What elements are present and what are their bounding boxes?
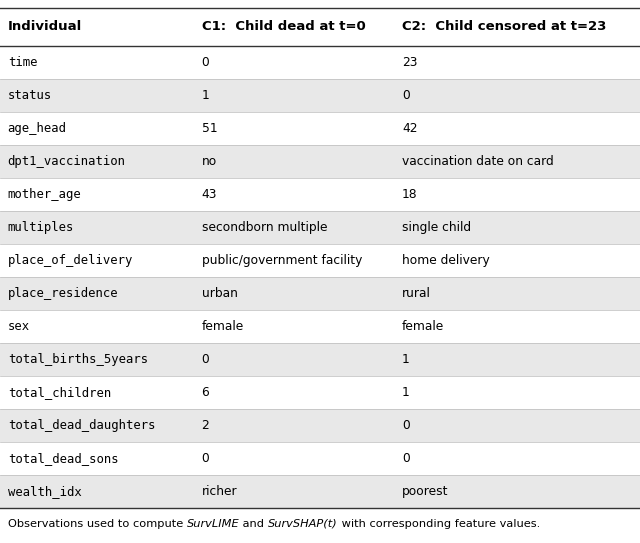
Text: dpt1_vaccination: dpt1_vaccination xyxy=(8,155,125,168)
Text: 6: 6 xyxy=(202,386,209,399)
Bar xyxy=(0,409,640,442)
Text: status: status xyxy=(8,89,52,102)
Text: urban: urban xyxy=(202,287,237,300)
Text: 1: 1 xyxy=(202,89,209,102)
Bar xyxy=(0,277,640,310)
Text: 42: 42 xyxy=(402,122,417,135)
Text: place_of_delivery: place_of_delivery xyxy=(8,254,133,267)
Text: 1: 1 xyxy=(402,353,410,366)
Text: 0: 0 xyxy=(202,452,209,465)
Text: wealth_idx: wealth_idx xyxy=(8,485,81,498)
Text: vaccination date on card: vaccination date on card xyxy=(402,155,554,168)
Text: 2: 2 xyxy=(202,419,209,432)
Text: richer: richer xyxy=(202,485,237,498)
Bar xyxy=(0,79,640,112)
Bar xyxy=(0,112,640,145)
Text: no: no xyxy=(202,155,217,168)
Text: 23: 23 xyxy=(402,56,417,69)
Text: home delivery: home delivery xyxy=(402,254,490,267)
Text: Observations used to compute: Observations used to compute xyxy=(8,519,186,529)
Text: public/government facility: public/government facility xyxy=(202,254,362,267)
Text: SurvSHAP(t): SurvSHAP(t) xyxy=(268,519,338,529)
Bar xyxy=(0,475,640,508)
Bar xyxy=(0,343,640,376)
Bar xyxy=(0,211,640,244)
Bar xyxy=(0,244,640,277)
Text: time: time xyxy=(8,56,37,69)
Text: 0: 0 xyxy=(402,452,410,465)
Text: total_dead_sons: total_dead_sons xyxy=(8,452,118,465)
Text: C1:  Child dead at t=0: C1: Child dead at t=0 xyxy=(202,21,365,34)
Text: rural: rural xyxy=(402,287,431,300)
Text: place_residence: place_residence xyxy=(8,287,118,300)
Bar xyxy=(0,178,640,211)
Bar xyxy=(0,310,640,343)
Text: total_dead_daughters: total_dead_daughters xyxy=(8,419,155,432)
Text: 0: 0 xyxy=(402,419,410,432)
Text: age_head: age_head xyxy=(8,122,67,135)
Text: with corresponding feature values.: with corresponding feature values. xyxy=(338,519,540,529)
Text: mother_age: mother_age xyxy=(8,188,81,201)
Text: 0: 0 xyxy=(202,353,209,366)
Text: total_births_5years: total_births_5years xyxy=(8,353,148,366)
Bar xyxy=(0,376,640,409)
Text: C2:  Child censored at t=23: C2: Child censored at t=23 xyxy=(402,21,606,34)
Bar xyxy=(0,8,640,46)
Bar xyxy=(0,145,640,178)
Text: total_children: total_children xyxy=(8,386,111,399)
Text: female: female xyxy=(202,320,244,333)
Text: secondborn multiple: secondborn multiple xyxy=(202,221,327,234)
Text: poorest: poorest xyxy=(402,485,449,498)
Text: 18: 18 xyxy=(402,188,417,201)
Bar xyxy=(0,46,640,79)
Text: 51: 51 xyxy=(202,122,217,135)
Text: Individual: Individual xyxy=(8,21,82,34)
Bar xyxy=(0,442,640,475)
Text: SurvLIME: SurvLIME xyxy=(186,519,239,529)
Text: 43: 43 xyxy=(202,188,217,201)
Text: sex: sex xyxy=(8,320,30,333)
Text: 0: 0 xyxy=(402,89,410,102)
Text: 0: 0 xyxy=(202,56,209,69)
Text: multiples: multiples xyxy=(8,221,74,234)
Text: single child: single child xyxy=(402,221,471,234)
Text: 1: 1 xyxy=(402,386,410,399)
Text: female: female xyxy=(402,320,444,333)
Text: and: and xyxy=(239,519,268,529)
